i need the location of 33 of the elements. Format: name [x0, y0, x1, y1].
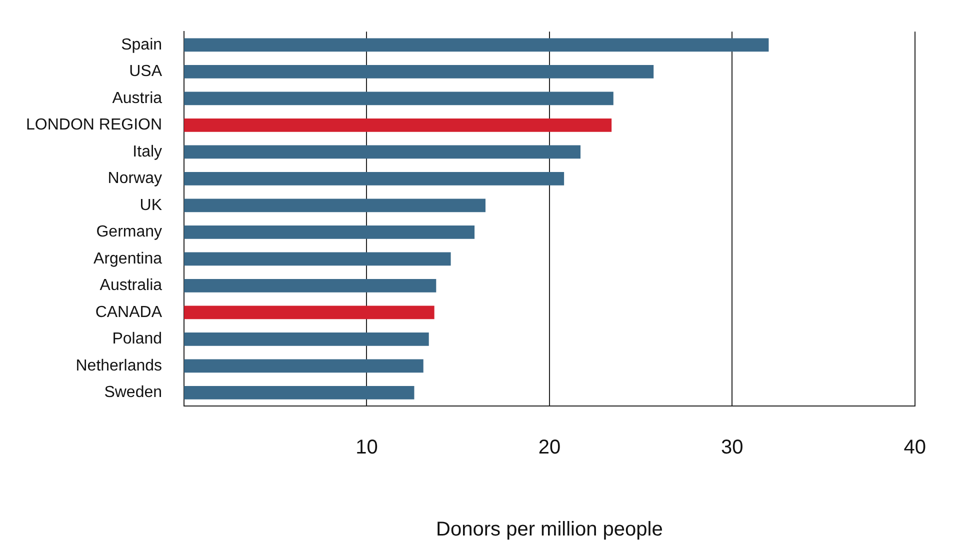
bar	[184, 38, 769, 52]
bar	[184, 145, 581, 159]
bar	[184, 252, 451, 266]
x-axis-title: Donors per million people	[436, 518, 663, 541]
y-tick-label: Norway	[108, 170, 162, 188]
y-tick-label: Australia	[100, 277, 162, 294]
y-tick-label: UK	[140, 196, 162, 214]
bar	[184, 332, 429, 346]
y-tick-label: Italy	[132, 143, 162, 160]
bar	[184, 386, 414, 400]
bar	[184, 92, 614, 106]
y-tick-label: Austria	[112, 90, 162, 107]
x-tick-label: 30	[721, 436, 744, 459]
y-tick-label: LONDON REGION	[26, 116, 162, 134]
y-tick-label: Argentina	[94, 250, 162, 268]
bar	[184, 198, 486, 212]
bar	[184, 172, 564, 186]
bar	[184, 225, 475, 239]
y-tick-label: Poland	[112, 330, 162, 348]
x-tick-label: 20	[538, 436, 561, 459]
y-tick-label: Spain	[121, 36, 162, 54]
bar	[184, 65, 654, 78]
y-tick-label: CANADA	[95, 304, 162, 321]
x-tick-label: 10	[356, 436, 378, 459]
x-tick-label: 40	[904, 436, 926, 459]
bar	[184, 306, 434, 320]
y-tick-label: Sweden	[104, 384, 162, 402]
bar	[184, 359, 424, 373]
y-tick-label: Germany	[96, 224, 162, 241]
y-tick-label: USA	[129, 63, 162, 80]
y-tick-label: Netherlands	[76, 357, 162, 374]
bar	[184, 278, 436, 292]
bar	[184, 118, 612, 132]
